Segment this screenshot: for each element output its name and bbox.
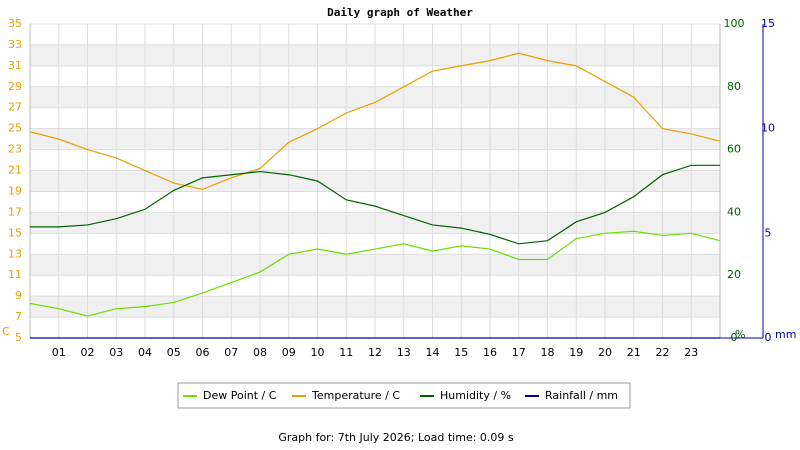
y-tick-label: 29: [8, 80, 22, 93]
x-tick-label: 14: [426, 346, 440, 359]
x-tick-label: 09: [282, 346, 296, 359]
x-tick-label: 11: [339, 346, 353, 359]
y-tick-label: 31: [8, 59, 22, 72]
y-tick-label: 17: [8, 205, 22, 218]
x-tick-label: 17: [512, 346, 526, 359]
y-tick-label: 23: [8, 143, 22, 156]
y3-tick-label: 10: [761, 122, 775, 135]
y3-tick-label: 5: [765, 226, 772, 239]
legend-label: Dew Point / C: [203, 389, 277, 402]
y-tick-label: 35: [8, 17, 22, 30]
x-tick-label: 12: [368, 346, 382, 359]
x-tick-label: 18: [541, 346, 555, 359]
y3-tick-label: 0: [765, 331, 772, 344]
y-tick-label: 5: [15, 331, 22, 344]
legend-box: [177, 382, 631, 409]
y-tick-label: 33: [8, 38, 22, 51]
x-tick-label: 20: [598, 346, 612, 359]
x-tick-label: 01: [52, 346, 66, 359]
y-tick-label: 11: [8, 268, 22, 281]
x-tick-label: 06: [196, 346, 210, 359]
y2-tick-label: 80: [727, 80, 741, 93]
y2-tick-label: 40: [727, 205, 741, 218]
y-tick-label: 7: [15, 310, 22, 323]
x-tick-label: 23: [684, 346, 698, 359]
y-tick-label: 13: [8, 247, 22, 260]
legend-label: Temperature / C: [311, 389, 400, 402]
x-tick-label: 16: [483, 346, 497, 359]
series-line: [29, 52, 721, 190]
x-tick-label: 02: [81, 346, 95, 359]
y-tick-label: 9: [15, 289, 22, 302]
x-tick-label: 04: [138, 346, 152, 359]
footer: Graph for: 7th July 2026; Load time: 0.0…: [278, 431, 514, 444]
x-tick-label: 07: [224, 346, 238, 359]
series-line: [30, 164, 720, 245]
y-tick-label: 19: [8, 184, 22, 197]
legend-label: Humidity / %: [440, 389, 511, 402]
y2-tick-label: 20: [727, 268, 741, 281]
y-tick-label: 27: [8, 101, 22, 114]
y-tick-label: 25: [8, 122, 22, 135]
x-tick-label: 15: [454, 346, 468, 359]
y2-tick-label: 60: [727, 143, 741, 156]
y-unit: C: [2, 325, 10, 338]
x-tick-label: 13: [397, 346, 411, 359]
y-tick-label: 21: [8, 164, 22, 177]
x-tick-label: 03: [109, 346, 123, 359]
x-tick-label: 05: [167, 346, 181, 359]
y3-unit: mm: [775, 328, 796, 341]
x-tick-label: 22: [656, 346, 670, 359]
chart-title: Daily graph of Weather: [327, 6, 473, 19]
x-tick-label: 21: [627, 346, 641, 359]
series-line: [29, 230, 721, 317]
y-tick-label: 15: [8, 226, 22, 239]
y2-tick-label: 100: [724, 17, 745, 30]
x-tick-label: 10: [311, 346, 325, 359]
y2-unit: %: [735, 328, 745, 341]
x-tick-label: 19: [569, 346, 583, 359]
x-tick-label: 08: [253, 346, 267, 359]
y3-tick-label: 15: [761, 17, 775, 30]
legend-label: Rainfall / mm: [545, 389, 618, 402]
